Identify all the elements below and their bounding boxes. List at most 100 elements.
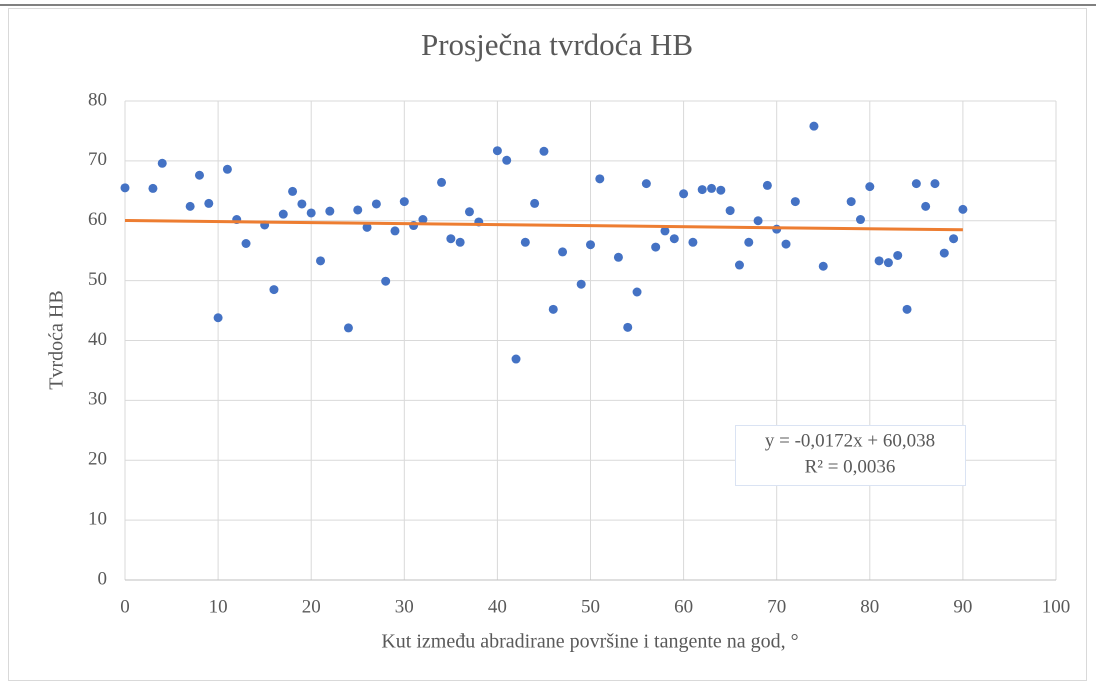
point — [790, 197, 800, 207]
point — [632, 287, 642, 297]
x-tick-label: 30 — [395, 596, 414, 617]
point — [390, 226, 400, 236]
point — [595, 174, 605, 184]
point — [120, 183, 130, 193]
point — [949, 234, 959, 244]
point — [204, 198, 214, 208]
y-tick-label: 80 — [88, 89, 107, 110]
point — [883, 258, 893, 268]
y-tick-label: 30 — [88, 389, 107, 410]
point — [222, 164, 232, 174]
point — [865, 182, 875, 192]
point — [539, 146, 549, 156]
y-tick-label: 0 — [98, 568, 108, 589]
point — [213, 313, 223, 323]
y-tick-label: 40 — [88, 329, 107, 350]
x-tick-label: 20 — [302, 596, 321, 617]
point — [558, 247, 568, 257]
x-axis-label: Kut između abradirane površine i tangent… — [381, 631, 798, 653]
point — [148, 183, 158, 193]
x-tick-label: 10 — [209, 596, 228, 617]
point — [623, 322, 633, 332]
point — [939, 248, 949, 258]
equation-text: R² = 0,0036 — [805, 456, 896, 477]
point — [362, 222, 372, 232]
point — [734, 260, 744, 270]
point — [437, 177, 447, 187]
point — [911, 179, 921, 189]
point — [325, 206, 335, 216]
y-tick-label: 50 — [88, 269, 107, 290]
equation-text: y = -0,0172x + 60,038 — [765, 430, 935, 451]
point — [464, 207, 474, 217]
point — [371, 199, 381, 209]
point — [781, 239, 791, 249]
y-tick-label: 70 — [88, 149, 107, 170]
point — [716, 185, 726, 195]
point — [855, 215, 865, 225]
y-tick-label: 60 — [88, 209, 107, 230]
x-tick-label: 0 — [120, 596, 130, 617]
point — [194, 170, 204, 180]
x-tick-label: 40 — [488, 596, 507, 617]
point — [316, 256, 326, 266]
point — [343, 323, 353, 333]
point — [530, 198, 540, 208]
point — [297, 199, 307, 209]
point — [520, 237, 530, 247]
point — [492, 146, 502, 156]
point — [241, 239, 251, 249]
point — [353, 205, 363, 215]
point — [846, 197, 856, 207]
point — [902, 304, 912, 314]
point — [874, 256, 884, 266]
point — [576, 279, 586, 289]
point — [278, 209, 288, 219]
point — [418, 215, 428, 225]
point — [697, 185, 707, 195]
point — [893, 250, 903, 260]
point — [921, 201, 931, 211]
point — [641, 179, 651, 189]
point — [446, 234, 456, 244]
point — [707, 183, 717, 193]
chart-title: Prosječna tvrdoća HB — [421, 27, 693, 62]
point — [269, 285, 279, 295]
chart-frame — [8, 8, 1087, 681]
point — [669, 234, 679, 244]
point — [502, 155, 512, 165]
y-tick-label: 20 — [88, 449, 107, 470]
equation-box — [735, 425, 966, 486]
y-axis-label: Tvrdoća HB — [46, 290, 68, 389]
point — [809, 121, 819, 131]
trendline — [124, 219, 963, 232]
point — [511, 354, 521, 364]
point — [157, 158, 167, 168]
point — [744, 237, 754, 247]
point — [399, 197, 409, 207]
point — [958, 204, 968, 214]
point — [762, 180, 772, 190]
x-tick-label: 50 — [581, 596, 600, 617]
y-tick-label: 10 — [88, 508, 107, 529]
point — [288, 186, 298, 196]
x-tick-label: 80 — [860, 596, 879, 617]
x-tick-label: 60 — [674, 596, 693, 617]
point — [753, 216, 763, 226]
x-tick-label: 70 — [767, 596, 786, 617]
point — [688, 237, 698, 247]
point — [548, 304, 558, 314]
point — [651, 242, 661, 252]
point — [381, 276, 391, 286]
point — [185, 201, 195, 211]
x-tick-label: 90 — [953, 596, 972, 617]
point — [930, 179, 940, 189]
point — [679, 189, 689, 199]
point — [455, 237, 465, 247]
x-tick-label: 100 — [1042, 596, 1071, 617]
point — [818, 261, 828, 271]
point — [613, 252, 623, 262]
point — [586, 240, 595, 250]
point — [660, 226, 670, 236]
